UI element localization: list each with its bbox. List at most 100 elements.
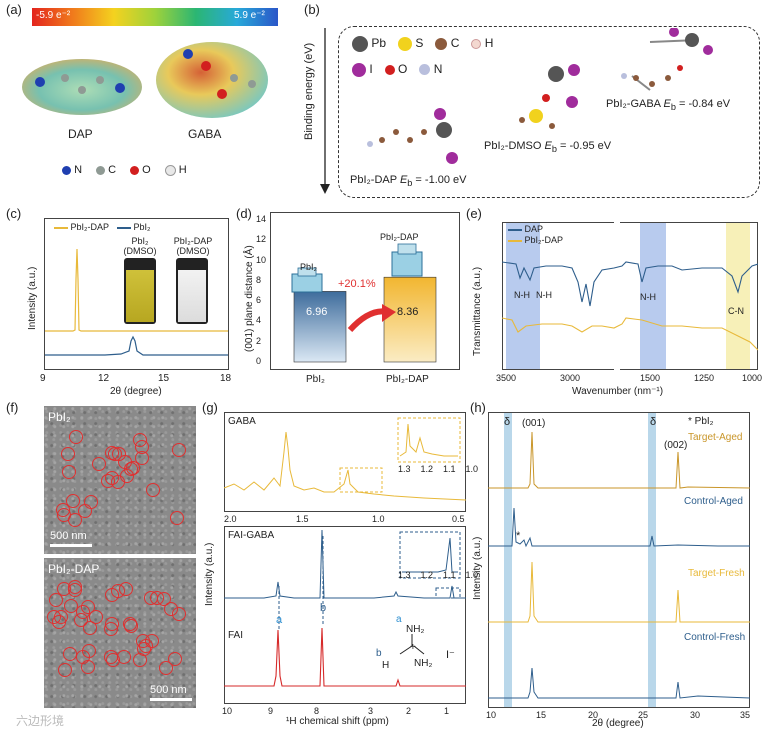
watermark: 六边形境 bbox=[16, 714, 65, 728]
pinhole-marker bbox=[92, 456, 107, 471]
c-ylabel: Intensity (a.u.) bbox=[27, 266, 38, 330]
pinhole-marker bbox=[82, 621, 97, 636]
h-xtick: 35 bbox=[740, 710, 751, 720]
vial-pbi2-dap bbox=[176, 258, 208, 324]
vial-pbi2 bbox=[124, 258, 156, 324]
gaba-frame bbox=[224, 412, 466, 512]
fai-xtick: 9 bbox=[268, 706, 274, 716]
xrd-target-aged bbox=[488, 431, 750, 489]
pbi2-dmso-structure bbox=[519, 64, 580, 129]
c-xtick: 15 bbox=[158, 373, 170, 384]
scale-bar-top bbox=[50, 544, 92, 547]
bar-pbi2-above: PbI₂ bbox=[300, 262, 318, 272]
gaba-n-atom bbox=[183, 49, 193, 59]
gaba-nmr bbox=[224, 417, 466, 501]
e-xlabel: Wavenumber (nm⁻¹) bbox=[572, 386, 664, 397]
pinhole-marker bbox=[168, 652, 183, 667]
esp-colorbar bbox=[32, 8, 278, 26]
scale-bar-bottom bbox=[150, 698, 192, 701]
nh-annotation: N-H bbox=[640, 292, 656, 302]
e-xtick: 3000 bbox=[560, 373, 581, 383]
panel-a-label: (a) bbox=[6, 2, 22, 17]
crystal-icon-pbi2-dap bbox=[391, 243, 423, 277]
pinhole-marker bbox=[150, 591, 165, 606]
esp-molecules bbox=[22, 42, 268, 118]
bar-pbi2-dap-above: PbI₂-DAP bbox=[380, 232, 419, 242]
fai-xtick: 3 bbox=[368, 706, 374, 716]
scale-max: 5.9 e⁻² bbox=[234, 10, 265, 21]
plane-distance-chart bbox=[291, 243, 437, 363]
fai-spectrum bbox=[224, 627, 466, 687]
panel-e-label: (e) bbox=[466, 206, 482, 221]
d-ytick: 6 bbox=[256, 295, 262, 306]
fai-xtick: 1 bbox=[444, 706, 450, 716]
pinhole-marker bbox=[133, 653, 148, 668]
e-xtick: 1500 bbox=[640, 373, 661, 383]
pinhole-marker bbox=[172, 442, 187, 457]
d-ytick: 10 bbox=[256, 254, 267, 265]
pinhole-marker bbox=[146, 483, 161, 498]
h-xtick: 15 bbox=[536, 710, 547, 720]
e-xtick: 1250 bbox=[694, 373, 715, 383]
atom-legend-b-row2: I O N bbox=[352, 62, 442, 77]
h-xtick: 30 bbox=[690, 710, 701, 720]
gaba-label: GABA bbox=[228, 416, 256, 427]
pinhole-marker bbox=[76, 649, 91, 664]
delta-band-2 bbox=[648, 413, 656, 707]
nh-band-1 bbox=[506, 223, 540, 369]
struct-h: H bbox=[382, 660, 390, 671]
gaba-xtick: 1.0 bbox=[372, 514, 385, 524]
pbi2-star-mark: * bbox=[516, 530, 521, 542]
gaba-inset-ticks: 1.3 1.2 1.1 1.0 bbox=[398, 464, 479, 474]
fai-xtick: 2 bbox=[406, 706, 412, 716]
increase-label: +20.1% bbox=[338, 278, 376, 290]
pinhole-marker bbox=[111, 584, 126, 599]
fai-gaba-spectrum bbox=[224, 529, 466, 599]
struct-nh2-top: NH₂ bbox=[406, 624, 425, 635]
gaba-o-atom bbox=[201, 61, 211, 71]
struct-plus: + bbox=[410, 642, 416, 653]
delta-label-2: δ bbox=[650, 416, 657, 428]
fai-structure bbox=[399, 634, 425, 655]
fai-gaba-inset-spectrum bbox=[402, 537, 458, 573]
g-ylabel: Intensity (a.u.) bbox=[204, 542, 215, 606]
sem-bottom-label: PbI₂-DAP bbox=[48, 562, 100, 576]
gaba-label: GABA bbox=[188, 127, 222, 141]
delta-band-1 bbox=[504, 413, 512, 707]
binding-energy-box bbox=[338, 26, 760, 198]
struct-a: a bbox=[396, 614, 402, 625]
struct-iodide: I⁻ bbox=[446, 649, 455, 661]
fai-gaba-label: FAI-GABA bbox=[228, 530, 275, 541]
pinhole-marker bbox=[164, 602, 179, 617]
scale-label-bottom: 500 nm bbox=[150, 684, 187, 696]
fai-gaba-zoom-box bbox=[435, 587, 461, 599]
panel-f-label: (f) bbox=[6, 400, 19, 415]
gaba-xtick: 0.5 bbox=[452, 514, 465, 524]
atom-legend-a: N C O H bbox=[62, 164, 187, 176]
vial2-label: PbI₂-DAP (DMSO) bbox=[173, 236, 213, 256]
nh-annotation: N-H bbox=[536, 290, 552, 300]
h-xtick: 20 bbox=[588, 710, 599, 720]
d-ytick: 0 bbox=[256, 356, 262, 366]
pinhole-marker bbox=[66, 494, 81, 508]
peak-001-label: (001) bbox=[522, 418, 546, 429]
panel-e-frame bbox=[502, 222, 758, 370]
panel-c-label: (c) bbox=[6, 206, 22, 221]
pinhole-marker bbox=[108, 446, 123, 461]
sem-top-label: PbI₂ bbox=[48, 410, 71, 424]
pinhole-marker bbox=[67, 580, 82, 595]
e-ylabel: Transmittance (a.u.) bbox=[472, 266, 483, 356]
fai-xtick: 8 bbox=[314, 706, 320, 716]
panel-d-frame bbox=[270, 212, 460, 370]
e-xtick: 3500 bbox=[496, 373, 517, 383]
pinhole-marker bbox=[62, 646, 77, 661]
gaba-energy-label: PbI₂-GABA Eb = -0.84 eV bbox=[606, 98, 731, 113]
c-xtick: 18 bbox=[220, 373, 232, 384]
gaba-inset-spectrum bbox=[399, 423, 458, 457]
e-xtick: 1000 bbox=[742, 373, 763, 383]
pinhole-marker bbox=[125, 461, 140, 476]
xrd-pbi2-dap-curve bbox=[45, 248, 228, 332]
gaba-xtick: 2.0 bbox=[224, 514, 237, 524]
dmso-energy-label: PbI₂-DMSO Eb = -0.95 eV bbox=[484, 140, 612, 155]
ftir-dap-curve bbox=[502, 261, 758, 307]
